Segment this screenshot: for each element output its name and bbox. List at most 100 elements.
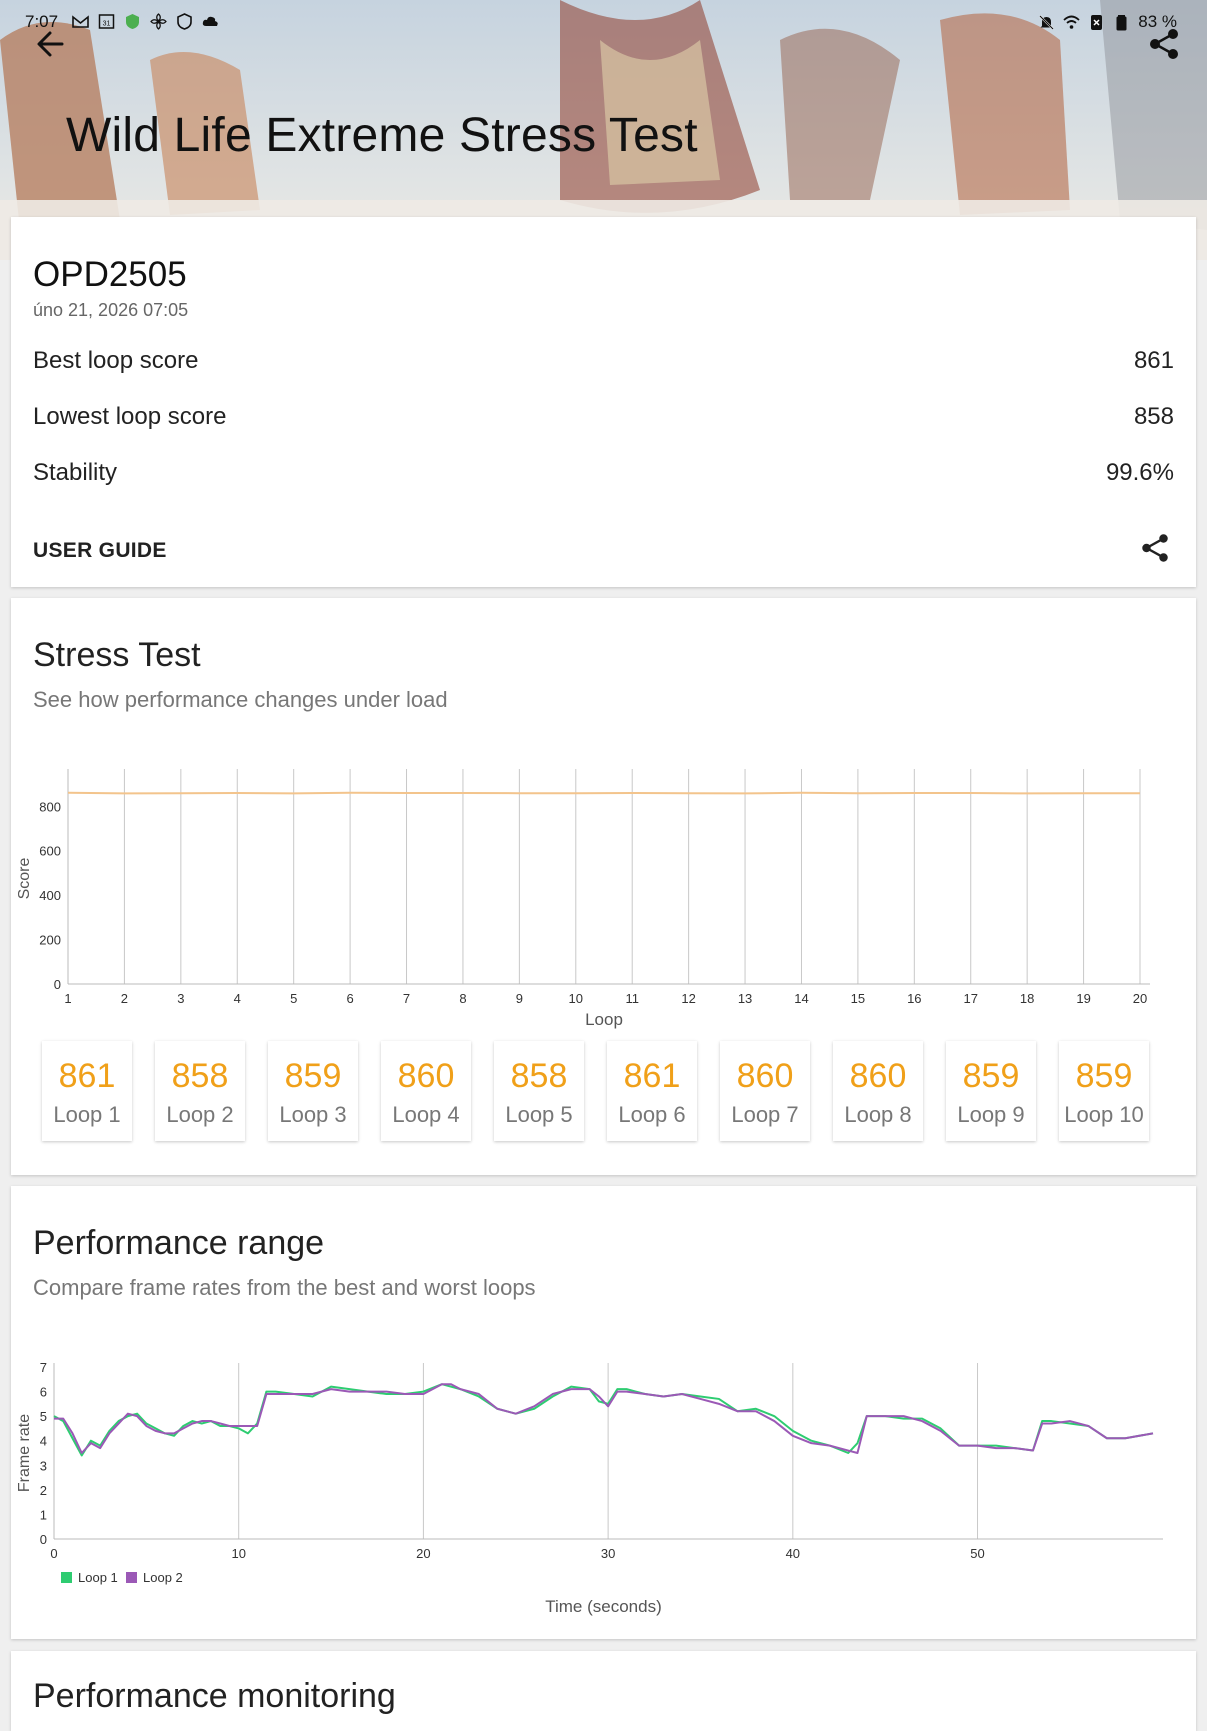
loop-score-value: 861 <box>58 1057 116 1095</box>
loop-score-value: 859 <box>1075 1057 1133 1095</box>
loop-score-tile: 861 Loop 6 <box>607 1041 697 1141</box>
score-series-line <box>67 791 1140 795</box>
x-tick-label: 40 <box>786 1546 800 1561</box>
x-tick-label: 18 <box>1020 991 1034 1006</box>
test-date: úno 21, 2026 07:05 <box>33 300 189 320</box>
fan-icon <box>150 13 167 30</box>
x-tick-label: 4 <box>234 991 241 1006</box>
user-guide-button[interactable]: USER GUIDE <box>33 539 167 562</box>
stability-value: 99.6% <box>1105 459 1174 486</box>
y-tick-label: 200 <box>39 933 61 948</box>
x-tick-label: 0 <box>50 1546 57 1561</box>
performance-range-title: Performance range <box>33 1224 325 1262</box>
loop-score-tile: 859 Loop 10 <box>1059 1041 1149 1141</box>
performance-monitoring-card: Performance monitoring <box>11 1651 1196 1731</box>
x-tick-label: 10 <box>231 1546 245 1561</box>
x-tick-label: 14 <box>794 991 808 1006</box>
wifi-icon <box>1063 15 1080 29</box>
back-arrow-icon[interactable] <box>32 26 68 62</box>
best-loop-row: Best loop score 861 <box>33 347 1174 375</box>
loop-score-tile: 860 Loop 7 <box>720 1041 810 1141</box>
loop-score-label: Loop 6 <box>618 1102 686 1127</box>
score-chart: 1 2 3 4 5 6 7 8 9 10 11 12 13 14 15 16 17 18 19 20020040060… <box>16 769 1150 1029</box>
x-tick-label: 30 <box>601 1546 615 1561</box>
loop-score-value: 860 <box>397 1057 455 1095</box>
loop-score-label: Loop 10 <box>1064 1102 1144 1127</box>
y-tick-label: 400 <box>39 888 61 903</box>
loop-score-tile: 858 Loop 2 <box>155 1041 245 1141</box>
lowest-loop-row: Lowest loop score 858 <box>33 403 1174 431</box>
security-shield-icon <box>177 13 192 30</box>
x-tick-label: 15 <box>851 991 865 1006</box>
device-name: OPD2505 <box>33 255 187 294</box>
x-tick-label: 3 <box>177 991 184 1006</box>
frame-rate-series-line <box>54 1383 1154 1454</box>
loop-score-label: Loop 9 <box>957 1102 1025 1127</box>
y-tick-label: 600 <box>39 844 61 859</box>
hero-banner <box>0 0 1207 260</box>
x-tick-label: 19 <box>1076 991 1090 1006</box>
x-axis-label: Time (seconds) <box>545 1597 662 1616</box>
page-title: Wild Life Extreme Stress Test <box>66 109 698 162</box>
x-tick-label: 2 <box>121 991 128 1006</box>
x-tick-label: 11 <box>625 991 639 1006</box>
loop-score-label: Loop 4 <box>392 1102 460 1127</box>
cloud-icon <box>202 16 218 26</box>
y-axis-label: Frame rate <box>16 1414 33 1492</box>
loop-score-value: 858 <box>510 1057 568 1095</box>
loop-score-value: 858 <box>171 1057 229 1095</box>
y-tick-label: 5 <box>40 1409 47 1424</box>
loop-scores: 861 Loop 1 858 Loop 2 859 Loop 3 860 Loop 4 858 L… <box>42 1041 1174 1143</box>
loop-score-label: Loop 7 <box>731 1102 799 1127</box>
y-tick-label: 7 <box>40 1360 47 1375</box>
best-loop-value: 861 <box>1133 347 1174 374</box>
shield-icon <box>126 14 139 29</box>
y-tick-label: 1 <box>40 1507 47 1522</box>
loop-score-tile: 859 Loop 3 <box>268 1041 358 1141</box>
x-tick-label: 50 <box>970 1546 984 1561</box>
loop-score-label: Loop 8 <box>844 1102 912 1127</box>
loop-score-tile: 858 Loop 5 <box>494 1041 584 1141</box>
loop-score-tile: 860 Loop 8 <box>833 1041 923 1141</box>
y-tick-label: 6 <box>40 1385 47 1400</box>
loop-score-tile: 859 Loop 9 <box>946 1041 1036 1141</box>
stress-test-card: Stress Test See how performance changes … <box>11 598 1196 1175</box>
frame-rate-series-line <box>53 1383 1154 1457</box>
performance-range-card: Performance range Compare frame rates fr… <box>11 1186 1196 1639</box>
legend-label: Loop 1 <box>78 1570 118 1585</box>
summary-card: OPD2505 úno 21, 2026 07:05 Best loop sco… <box>11 217 1196 587</box>
notification-icons: 31 <box>72 13 219 30</box>
gmail-icon <box>72 15 89 28</box>
calendar-icon: 31 <box>98 14 115 29</box>
share-icon[interactable] <box>1146 26 1182 62</box>
loop-score-value: 860 <box>849 1057 907 1095</box>
stress-test-subtitle: See how performance changes under load <box>33 687 448 712</box>
y-tick-label: 0 <box>40 1532 47 1547</box>
share-result-icon[interactable] <box>1138 531 1172 565</box>
y-tick-label: 2 <box>40 1483 47 1498</box>
x-axis-label: Loop <box>585 1010 623 1029</box>
system-icons: 83 % <box>1038 12 1177 32</box>
y-axis-label: Score <box>16 858 33 900</box>
status-bar: 7:07 31 83 % <box>0 0 1207 44</box>
loop-score-label: Loop 2 <box>166 1102 234 1127</box>
hero-artwork <box>0 0 1207 260</box>
x-tick-label: 20 <box>1133 991 1147 1006</box>
legend-label: Loop 2 <box>143 1570 183 1585</box>
svg-text:31: 31 <box>103 21 111 28</box>
loop-score-label: Loop 1 <box>53 1102 121 1127</box>
frame-rate-chart: 0 10 20 30 40 50 0 1 2 3 4 5 6 7 Loop 1 Loop 2 Time (sec… <box>16 1360 1163 1616</box>
x-tick-label: 9 <box>516 991 523 1006</box>
loop-score-value: 859 <box>284 1057 342 1095</box>
y-tick-label: 0 <box>54 977 61 992</box>
y-tick-label: 3 <box>40 1458 47 1473</box>
x-tick-label: 6 <box>346 991 353 1006</box>
y-tick-label: 4 <box>40 1434 47 1449</box>
loop-score-tile: 861 Loop 1 <box>42 1041 132 1141</box>
stability-row: Stability 99.6% <box>33 459 1174 487</box>
x-tick-label: 17 <box>964 991 978 1006</box>
loop-score-value: 859 <box>962 1057 1020 1095</box>
performance-range-subtitle: Compare frame rates from the best and wo… <box>33 1275 536 1300</box>
legend-swatch <box>61 1572 72 1583</box>
x-tick-label: 1 <box>64 991 71 1006</box>
